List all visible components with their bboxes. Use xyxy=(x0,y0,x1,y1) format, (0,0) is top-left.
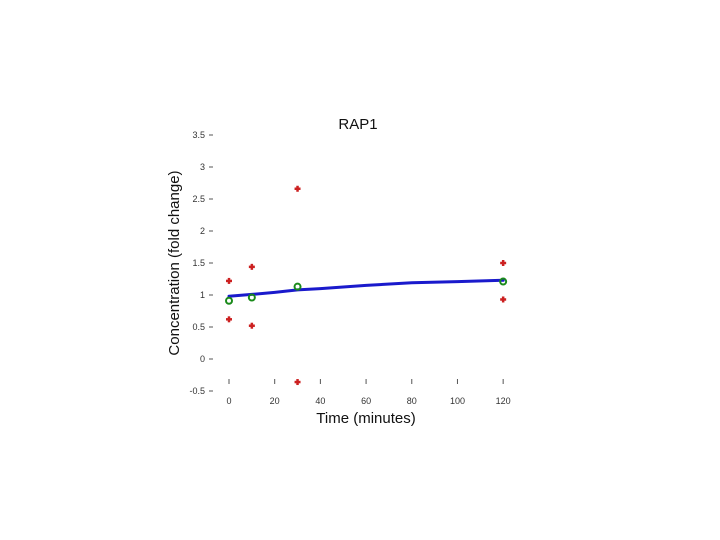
x-tick-label: 60 xyxy=(361,396,371,406)
x-tick-label: 20 xyxy=(270,396,280,406)
x-axis-label: Time (minutes) xyxy=(316,410,415,427)
replicate-point xyxy=(500,260,507,266)
replicate-point xyxy=(248,322,255,329)
replicate-point xyxy=(294,185,301,192)
y-tick-label: 3.5 xyxy=(192,130,205,140)
x-axis-ticks: 0 20 40 60 80 100 120 xyxy=(226,379,511,406)
y-tick-label: 0 xyxy=(200,354,205,364)
x-tick-label: 0 xyxy=(226,396,231,406)
y-tick-label: 2.5 xyxy=(192,194,205,204)
trend-line xyxy=(227,278,505,298)
mean-point xyxy=(293,282,302,291)
replicate-point xyxy=(294,379,301,386)
plot-area xyxy=(225,185,508,386)
mean-point xyxy=(247,293,256,302)
x-tick-label: 100 xyxy=(450,396,465,406)
replicate-point xyxy=(500,296,507,303)
y-tick-label: 2 xyxy=(200,226,205,236)
y-tick-label: -0.5 xyxy=(189,386,205,396)
x-tick-label: 80 xyxy=(407,396,417,406)
y-tick-label: 1.5 xyxy=(192,258,205,268)
mean-point xyxy=(225,296,233,305)
replicate-point xyxy=(226,277,232,284)
y-tick-label: 0.5 xyxy=(192,322,205,332)
x-tick-label: 120 xyxy=(496,396,511,406)
x-tick-label: 40 xyxy=(315,396,325,406)
y-axis-label: Concentration (fold change) xyxy=(166,170,183,355)
replicate-point xyxy=(248,263,255,270)
y-tick-label: 3 xyxy=(200,162,205,172)
y-tick-label: 1 xyxy=(200,290,205,300)
replicate-point xyxy=(226,316,232,323)
mean-point xyxy=(499,277,508,286)
chart-title: RAP1 xyxy=(338,116,377,133)
y-axis-ticks: -0.5 0 0.5 1 1.5 2 2.5 3 3.5 xyxy=(189,130,213,396)
